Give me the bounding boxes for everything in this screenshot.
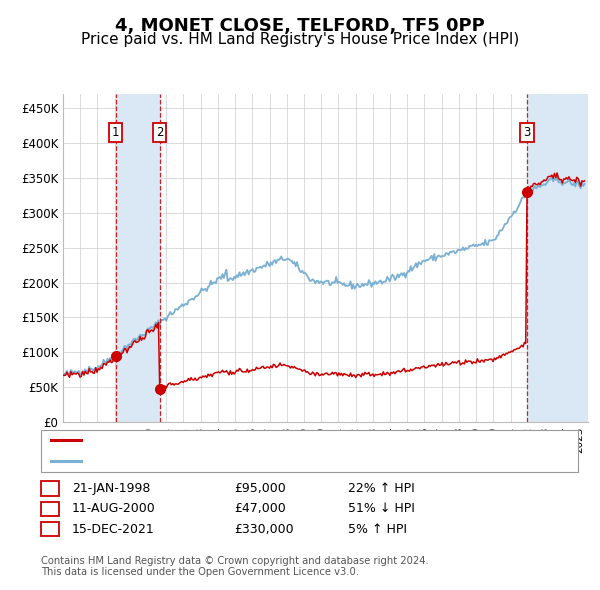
Text: 21-JAN-1998: 21-JAN-1998 [72, 482, 151, 495]
Text: 3: 3 [523, 126, 531, 139]
Text: 3: 3 [46, 523, 53, 536]
Bar [116, 94, 160, 422]
Text: 2: 2 [46, 502, 53, 515]
Text: 5% ↑ HPI: 5% ↑ HPI [336, 523, 407, 536]
Text: 2: 2 [156, 126, 163, 139]
Text: Contains HM Land Registry data © Crown copyright and database right 2024.
This d: Contains HM Land Registry data © Crown c… [41, 556, 428, 578]
Text: 11-AUG-2000: 11-AUG-2000 [72, 502, 156, 515]
Text: 22% ↑ HPI: 22% ↑ HPI [336, 482, 415, 495]
Text: 4, MONET CLOSE, TELFORD, TF5 0PP: 4, MONET CLOSE, TELFORD, TF5 0PP [115, 17, 485, 35]
Text: 51% ↓ HPI: 51% ↓ HPI [336, 502, 415, 515]
Text: £330,000: £330,000 [234, 523, 293, 536]
Text: 1: 1 [112, 126, 119, 139]
Text: 4, MONET CLOSE, TELFORD, TF5 0PP (detached house): 4, MONET CLOSE, TELFORD, TF5 0PP (detach… [85, 435, 397, 445]
Text: £95,000: £95,000 [234, 482, 286, 495]
Bar [527, 94, 588, 422]
Text: 15-DEC-2021: 15-DEC-2021 [72, 523, 155, 536]
Text: 1: 1 [46, 482, 53, 495]
Text: £47,000: £47,000 [234, 502, 286, 515]
Text: Price paid vs. HM Land Registry's House Price Index (HPI): Price paid vs. HM Land Registry's House … [81, 32, 519, 47]
Text: HPI: Average price, detached house, Telford and Wrekin: HPI: Average price, detached house, Telf… [85, 457, 403, 466]
